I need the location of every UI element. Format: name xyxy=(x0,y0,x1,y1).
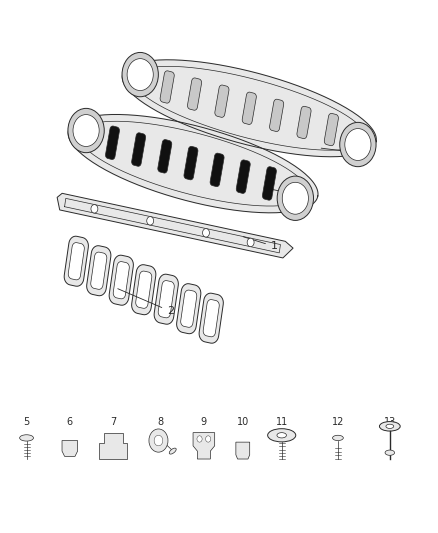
Polygon shape xyxy=(181,290,197,327)
Polygon shape xyxy=(236,442,250,459)
Circle shape xyxy=(127,59,153,91)
Text: 2: 2 xyxy=(118,289,174,316)
Ellipse shape xyxy=(268,429,296,442)
Polygon shape xyxy=(236,160,250,193)
Polygon shape xyxy=(160,71,174,103)
Polygon shape xyxy=(99,433,127,459)
Ellipse shape xyxy=(386,424,394,429)
Circle shape xyxy=(149,429,168,452)
Text: 1: 1 xyxy=(243,237,278,252)
Ellipse shape xyxy=(20,435,33,441)
Circle shape xyxy=(340,123,376,167)
Circle shape xyxy=(73,115,99,147)
Polygon shape xyxy=(136,271,152,308)
Polygon shape xyxy=(62,441,78,456)
Circle shape xyxy=(154,435,163,446)
Ellipse shape xyxy=(385,450,395,455)
Ellipse shape xyxy=(379,422,400,431)
Polygon shape xyxy=(91,252,107,289)
Polygon shape xyxy=(324,114,339,146)
Circle shape xyxy=(345,128,371,160)
Circle shape xyxy=(247,238,254,247)
Text: 4: 4 xyxy=(321,148,364,158)
Polygon shape xyxy=(68,243,85,280)
Circle shape xyxy=(202,229,209,237)
Polygon shape xyxy=(68,115,318,213)
Polygon shape xyxy=(262,167,276,200)
Text: 13: 13 xyxy=(384,417,396,427)
Text: 6: 6 xyxy=(67,417,73,427)
Polygon shape xyxy=(106,126,120,159)
Polygon shape xyxy=(199,293,223,343)
Ellipse shape xyxy=(169,448,176,454)
Ellipse shape xyxy=(277,433,286,438)
Polygon shape xyxy=(57,193,293,258)
Circle shape xyxy=(91,205,98,213)
Polygon shape xyxy=(242,92,256,124)
Polygon shape xyxy=(132,133,145,166)
Polygon shape xyxy=(64,236,88,286)
Polygon shape xyxy=(158,140,172,173)
Polygon shape xyxy=(122,60,376,157)
Polygon shape xyxy=(87,246,111,296)
Ellipse shape xyxy=(332,435,343,441)
Polygon shape xyxy=(154,274,178,324)
Text: 12: 12 xyxy=(332,417,344,427)
Circle shape xyxy=(277,176,314,221)
Polygon shape xyxy=(203,300,219,337)
Polygon shape xyxy=(215,85,229,117)
Polygon shape xyxy=(193,433,215,459)
Text: 7: 7 xyxy=(110,417,116,427)
Polygon shape xyxy=(269,99,284,132)
Circle shape xyxy=(205,436,211,442)
Text: 3: 3 xyxy=(265,188,304,200)
Polygon shape xyxy=(132,265,156,314)
Polygon shape xyxy=(109,255,134,305)
Polygon shape xyxy=(177,284,201,334)
Circle shape xyxy=(68,108,104,152)
Circle shape xyxy=(122,52,159,97)
Circle shape xyxy=(147,216,154,225)
Polygon shape xyxy=(210,153,224,187)
Polygon shape xyxy=(187,78,201,110)
Circle shape xyxy=(197,436,202,442)
Polygon shape xyxy=(158,280,174,318)
Circle shape xyxy=(282,182,308,214)
Polygon shape xyxy=(184,147,198,180)
Polygon shape xyxy=(297,106,311,139)
Text: 10: 10 xyxy=(237,417,249,427)
Polygon shape xyxy=(113,262,129,299)
Text: 5: 5 xyxy=(24,417,30,427)
Text: 9: 9 xyxy=(201,417,207,427)
Text: 8: 8 xyxy=(158,417,164,427)
Text: 11: 11 xyxy=(276,417,288,427)
